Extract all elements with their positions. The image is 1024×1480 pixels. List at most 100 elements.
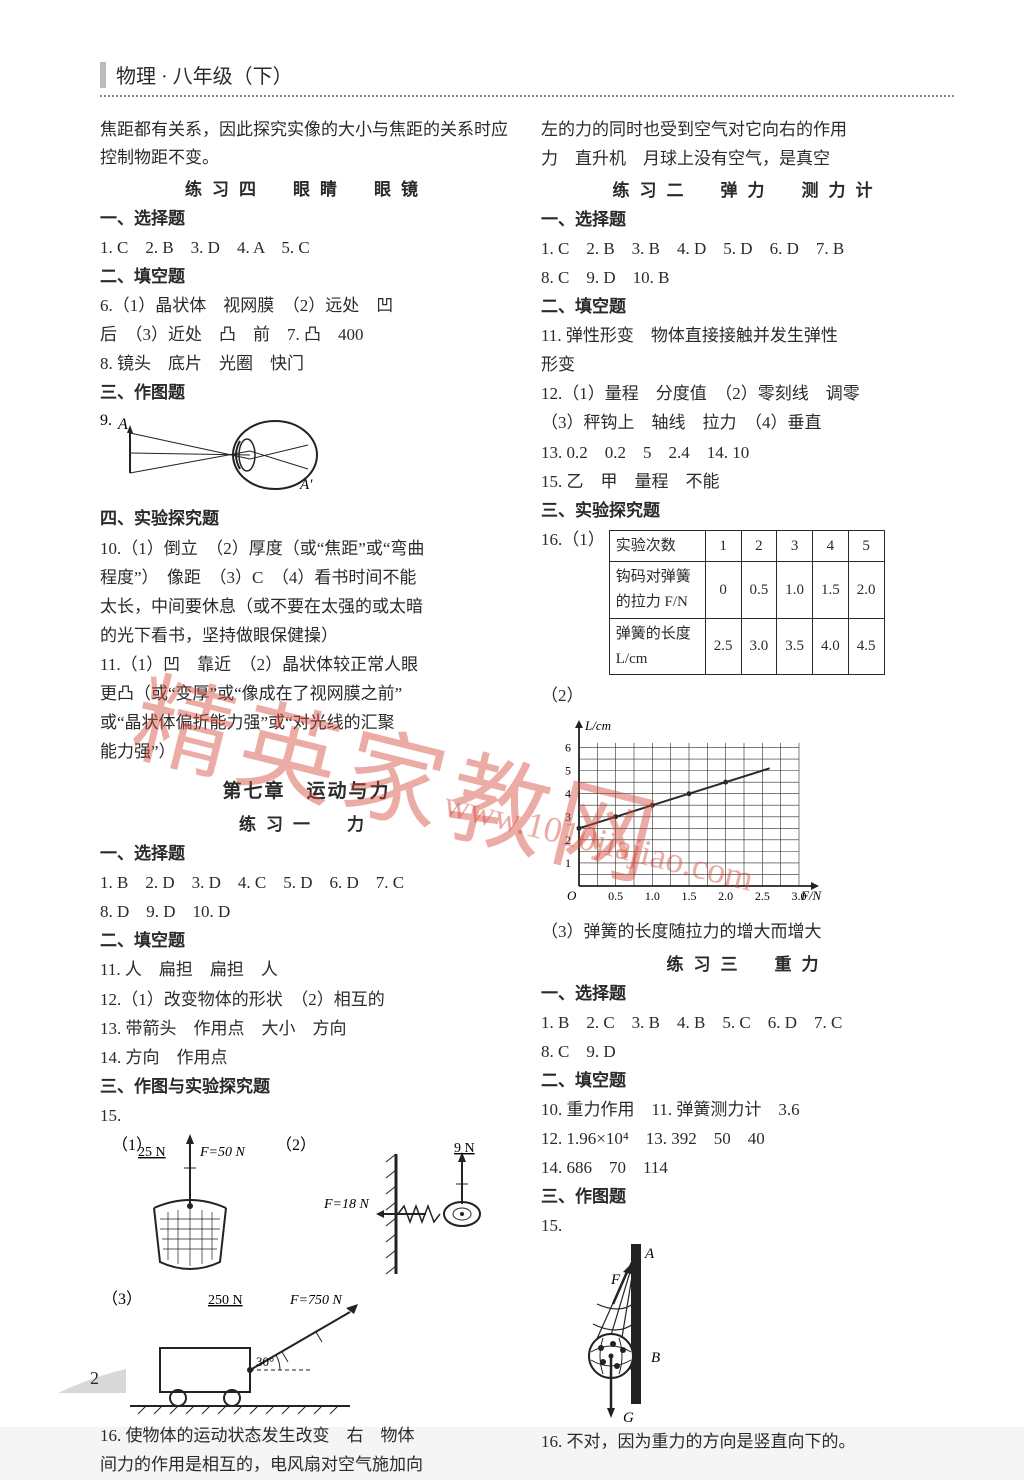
f15-2-lbl: （2） [276, 1136, 316, 1154]
p2-sec-choice: 一、选择题 [541, 206, 954, 234]
page: 物理 · 八年级（下） 焦距都有关系，因此探究实像的大小与焦距的关系时应控制物距… [0, 0, 1024, 1427]
f15-250n: 250 N [208, 1293, 243, 1308]
g-A: A [644, 1246, 655, 1262]
right-column: 左的力的同时也受到空气对它向右的作用 力 直升机 月球上没有空气，是真空 练习二… [541, 115, 954, 1480]
p1-choice-b: 8. D 9. D 10. D [100, 898, 513, 926]
header-title: 物理 · 八年级（下） [116, 60, 293, 89]
p4-q11d: 能力强”） [100, 738, 513, 766]
row2-label: 弹簧的长度 L/cm [609, 618, 705, 675]
p2-choice-a: 1. C 2. B 3. B 4. D 5. D 6. D 7. B [541, 235, 954, 263]
fig-15-2-icon: （2） 9 N F=18 N [276, 1134, 506, 1284]
svg-text:2.0: 2.0 [718, 889, 733, 903]
r1c3: 1.0 [777, 562, 813, 619]
p1-sec-draw: 三、作图与实验探究题 [100, 1073, 513, 1101]
svg-text:0.5: 0.5 [608, 889, 623, 903]
spring-data-table: 实验次数 1 2 3 4 5 钩码对弹簧的拉力 F/N 0 0.5 1.0 1.… [609, 530, 885, 676]
eye-Aprime: A′ [299, 477, 313, 493]
header-bar-icon [100, 62, 106, 88]
practice-4-title: 练习四 眼睛 眼镜 [100, 176, 513, 204]
th-1: 1 [705, 530, 741, 562]
r1c1: 0 [705, 562, 741, 619]
p3-choice-b: 8. C 9. D [541, 1038, 954, 1066]
table-row: 实验次数 1 2 3 4 5 [609, 530, 884, 562]
f15-18n: F=18 N [323, 1197, 369, 1212]
left-intro: 焦距都有关系，因此探究实像的大小与焦距的关系时应控制物距不变。 [100, 116, 513, 172]
p2-fill-13: 13. 0.2 0.2 5 2.4 14. 10 [541, 439, 954, 467]
p4-fill-6b: 后 （3）近处 凸 前 7. 凸 400 [100, 321, 513, 349]
p4-choice: 1. C 2. B 3. D 4. A 5. C [100, 234, 513, 262]
q15-label: 15. [100, 1102, 513, 1130]
r1c2: 0.5 [741, 562, 777, 619]
r2c2: 3.0 [741, 618, 777, 675]
g-F: F [610, 1272, 621, 1288]
p1-choice-a: 1. B 2. D 3. D 4. C 5. D 6. D 7. C [100, 869, 513, 897]
p1-q16b: 间力的作用是相互的，电风扇对空气施加向 [100, 1451, 513, 1479]
svg-text:5: 5 [565, 764, 571, 778]
p1-fill-12: 12.（1）改变物体的形状 （2）相互的 [100, 986, 513, 1014]
line-chart-icon: 0.51.01.52.02.53.0123456OF/NL/cm [541, 714, 841, 914]
p2-sec-exp: 三、实验探究题 [541, 497, 954, 525]
p1-fill-14: 14. 方向 作用点 [100, 1044, 513, 1072]
p2-fill-12a: 12.（1）量程 分度值 （2）零刻线 调零 [541, 380, 954, 408]
chapter-7-title: 第七章 运动与力 [100, 776, 513, 807]
p3-fill-12: 12. 1.96×10⁴ 13. 392 50 40 [541, 1125, 954, 1153]
svg-text:2.5: 2.5 [755, 889, 770, 903]
page-header: 物理 · 八年级（下） [100, 60, 954, 97]
q16-2: （2） [541, 682, 954, 710]
r1c4: 1.5 [813, 562, 849, 619]
svg-text:1: 1 [565, 856, 571, 870]
fig-15-3-icon: （3） 250 N F=750 N [100, 1288, 400, 1418]
svg-text:1.5: 1.5 [682, 889, 697, 903]
practice-3-title: 练习三 重力 [541, 951, 954, 979]
svg-text:3: 3 [565, 810, 571, 824]
ball-pole-icon: A F B G [541, 1244, 711, 1424]
r2c4: 4.0 [813, 618, 849, 675]
th-trial: 实验次数 [609, 530, 705, 562]
f15-750n: F=750 N [289, 1293, 342, 1308]
th-4: 4 [813, 530, 849, 562]
p1-sec-fill: 二、填空题 [100, 927, 513, 955]
f15-9n: 9 N [454, 1141, 475, 1156]
p4-q10d: 的光下看书，坚持做眼保健操） [100, 622, 513, 650]
p1-fill-13: 13. 带箭头 作用点 大小 方向 [100, 1015, 513, 1043]
table-row: 弹簧的长度 L/cm 2.5 3.0 3.5 4.0 4.5 [609, 618, 884, 675]
section-choice: 一、选择题 [100, 205, 513, 233]
q9-figure: 9. A A′ [100, 411, 513, 501]
q15-3-figure: （3） 250 N F=750 N [100, 1288, 513, 1418]
section-exp: 四、实验探究题 [100, 505, 513, 533]
p2-fill-12b: （3）秤钩上 轴线 拉力 （4）垂直 [541, 409, 954, 437]
p2-choice-b: 8. C 9. D 10. B [541, 264, 954, 292]
q9-label: 9. [100, 412, 112, 429]
q16-3: （3）弹簧的长度随拉力的增大而增大 [541, 918, 954, 946]
p3-sec-fill: 二、填空题 [541, 1067, 954, 1095]
f15-25n: 25 N [138, 1145, 166, 1160]
p3-choice-a: 1. B 2. C 3. B 4. B 5. C 6. D 7. C [541, 1009, 954, 1037]
p3-sec-choice: 一、选择题 [541, 980, 954, 1008]
g-G: G [623, 1410, 634, 1424]
svg-text:4: 4 [565, 787, 571, 801]
spring-chart: 0.51.01.52.02.53.0123456OF/NL/cm [541, 714, 954, 914]
r2c5: 4.5 [848, 618, 884, 675]
p4-q10a: 10.（1）倒立 （2）厚度（或“焦距”或“弯曲 [100, 535, 513, 563]
p3-sec-draw: 三、作图题 [541, 1183, 954, 1211]
svg-text:F/N: F/N [800, 888, 823, 903]
practice-1-title: 练习一 力 [100, 811, 513, 839]
g-B: B [651, 1350, 660, 1366]
p4-fill-8: 8. 镜头 底片 光圈 快门 [100, 350, 513, 378]
p4-q11b: 更凸（或“变厚”或“像成在了视网膜之前” [100, 680, 513, 708]
section-fill: 二、填空题 [100, 263, 513, 291]
p3-fill-10: 10. 重力作用 11. 弹簧测力计 3.6 [541, 1096, 954, 1124]
eye-A: A [117, 416, 128, 433]
practice-2-title: 练习二 弹力 测力计 [541, 177, 954, 205]
fig-15-1-icon: （1） 25 N F=50 N [100, 1134, 270, 1284]
p1-sec-choice: 一、选择题 [100, 840, 513, 868]
q16-label: 16.（1） [541, 526, 605, 554]
right-intro-a: 左的力的同时也受到空气对它向右的作用 [541, 116, 954, 144]
p1-q16a: 16. 使物体的运动状态发生改变 右 物体 [100, 1422, 513, 1450]
svg-text:L/cm: L/cm [584, 718, 611, 733]
p1-fill-11: 11. 人 扁担 扁担 人 [100, 956, 513, 984]
p2-fill-11a: 11. 弹性形变 物体直接接触并发生弹性 [541, 322, 954, 350]
p3-fill-14: 14. 686 70 114 [541, 1154, 954, 1182]
p4-fill-6: 6.（1）晶状体 视网膜 （2）远处 凹 [100, 292, 513, 320]
row1-label: 钩码对弹簧的拉力 F/N [609, 562, 705, 619]
